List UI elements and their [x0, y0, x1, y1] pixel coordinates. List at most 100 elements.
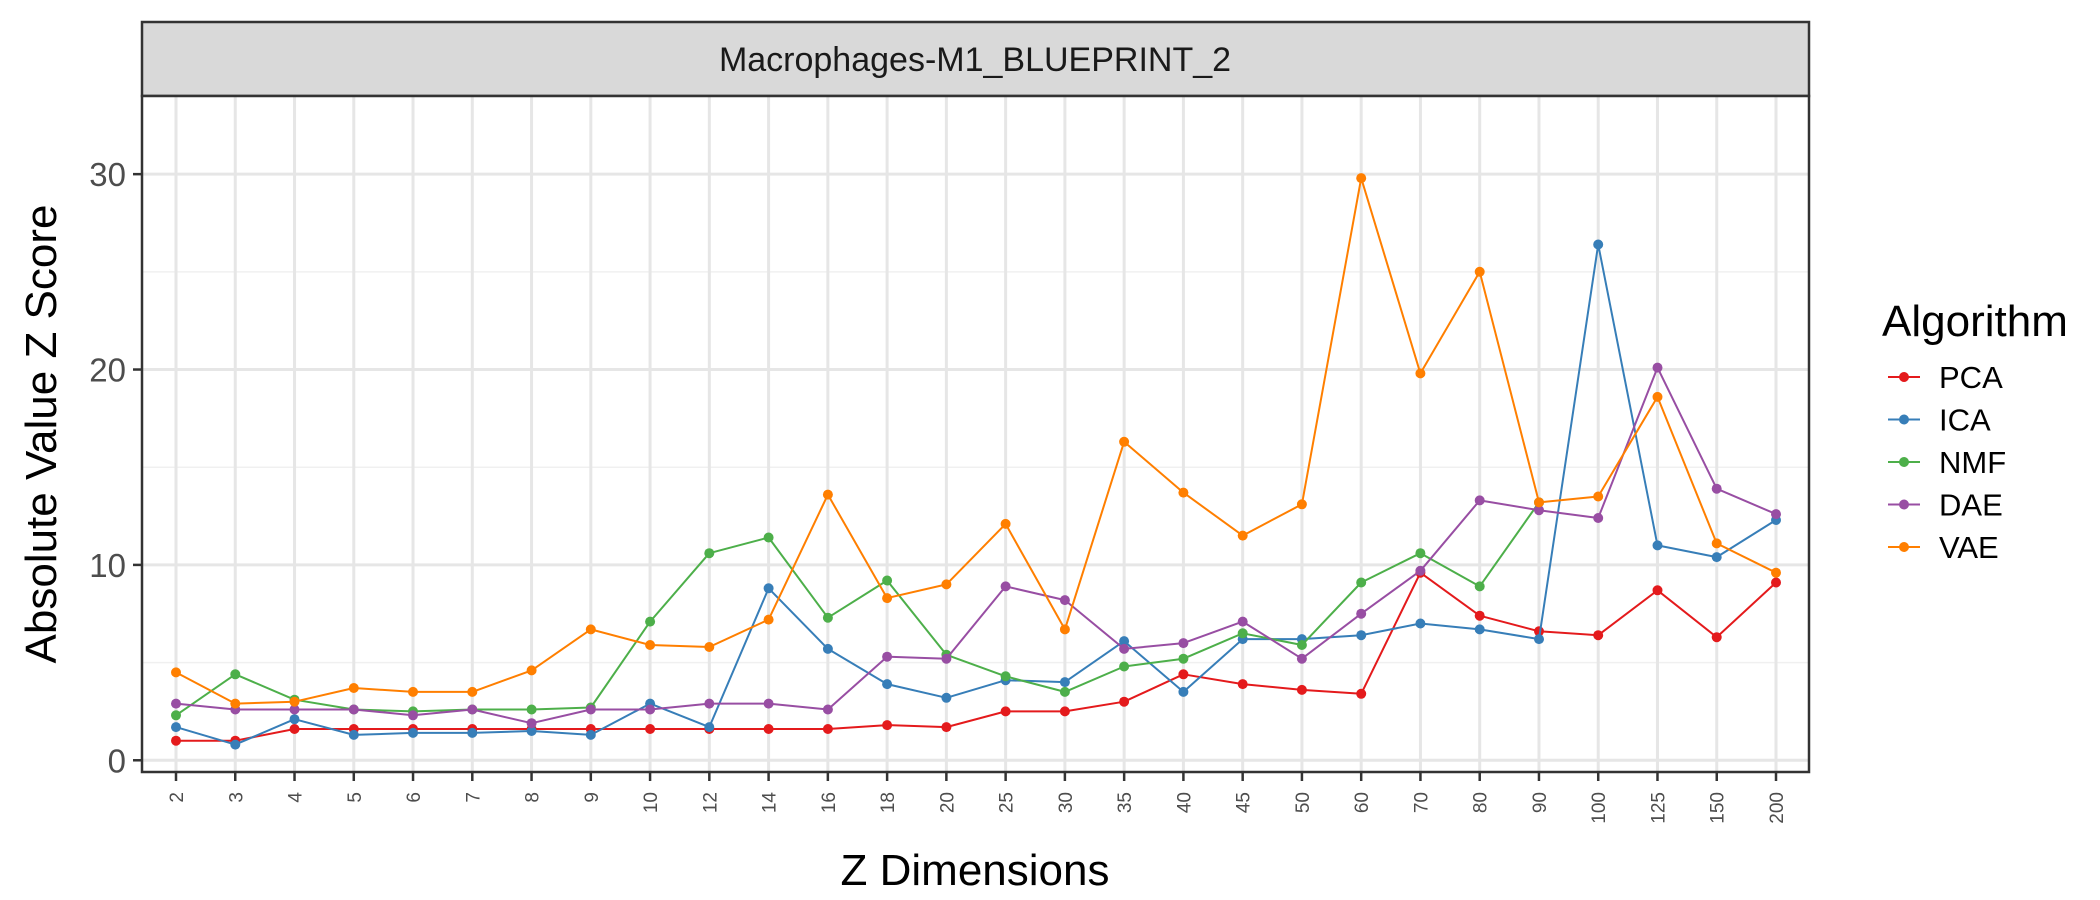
data-point-pca [289, 724, 300, 734]
legend-item-ica: ICA [1888, 403, 1991, 438]
data-point-vae [1119, 436, 1130, 447]
legend-label: PCA [1939, 360, 2003, 395]
data-point-ica [348, 729, 359, 740]
data-point-pca [1237, 679, 1248, 690]
legend-key-point [1899, 457, 1909, 467]
data-point-nmf [1119, 661, 1130, 672]
data-point-nmf [1059, 686, 1070, 697]
data-point-vae [1237, 530, 1248, 541]
data-point-vae [1474, 266, 1485, 277]
legend-item-pca: PCA [1888, 360, 2003, 395]
data-point-nmf [1415, 548, 1426, 559]
data-point-dae [1652, 362, 1663, 373]
x-axis-title: Z Dimensions [841, 846, 1110, 895]
data-point-dae [348, 704, 359, 715]
y-tick-label: 20 [89, 352, 126, 389]
legend-key-point [1899, 414, 1909, 425]
data-point-vae [1711, 538, 1722, 549]
data-point-dae [704, 698, 715, 709]
x-tick-label: 100 [1589, 792, 1610, 824]
data-point-dae [1059, 595, 1070, 606]
series-ica [171, 239, 1781, 750]
y-tick-label: 10 [89, 547, 126, 584]
data-point-dae [526, 718, 537, 729]
data-point-ica [467, 727, 478, 738]
data-point-pca [1711, 632, 1722, 643]
data-point-vae [1000, 518, 1011, 529]
data-point-nmf [822, 612, 833, 623]
y-tick-label: 30 [89, 156, 126, 193]
y-tick-label: 0 [108, 742, 126, 779]
data-point-ica [1474, 624, 1485, 635]
data-point-ica [408, 727, 418, 738]
data-point-nmf [763, 532, 774, 543]
data-point-dae [1237, 616, 1248, 627]
x-tick-label: 70 [1411, 792, 1432, 813]
x-tick-label: 7 [463, 792, 484, 803]
data-point-ica [1356, 630, 1367, 641]
data-point-pca [882, 720, 893, 731]
data-point-pca [1296, 684, 1307, 695]
data-point-ica [289, 714, 300, 725]
data-point-pca [1593, 630, 1604, 641]
data-point-vae [1415, 368, 1426, 379]
legend-item-nmf: NMF [1888, 445, 2006, 480]
x-tick-label: 200 [1767, 792, 1788, 824]
data-point-pca [822, 724, 833, 734]
data-point-ica [882, 679, 893, 690]
x-tick-label: 150 [1708, 792, 1729, 824]
legend-label: ICA [1939, 403, 1991, 438]
data-point-ica [1534, 634, 1544, 645]
series-line-nmf [175, 501, 1540, 717]
data-point-nmf [171, 710, 181, 721]
data-point-nmf [1296, 640, 1307, 650]
data-point-dae [822, 704, 833, 715]
data-point-nmf [1356, 577, 1367, 588]
x-tick-label: 18 [878, 792, 899, 813]
gridlines [142, 96, 1809, 772]
data-point-ica [526, 726, 537, 736]
legend-title: Algorithm [1882, 297, 2068, 346]
data-point-nmf [704, 548, 715, 559]
x-tick-label: 90 [1530, 792, 1551, 813]
x-tick-label: 6 [404, 792, 425, 803]
data-point-vae [1534, 497, 1544, 508]
data-point-dae [1415, 565, 1426, 576]
series-vae [171, 173, 1781, 709]
x-tick-label: 25 [997, 792, 1018, 813]
legend-label: VAE [1939, 530, 1999, 565]
x-tick-label: 45 [1234, 792, 1255, 813]
y-axis-title: Absolute Value Z Score [17, 205, 66, 664]
data-point-vae [1178, 487, 1189, 498]
data-point-dae [763, 698, 774, 709]
data-point-vae [289, 696, 300, 707]
data-point-nmf [882, 575, 893, 586]
x-tick-label: 20 [937, 792, 958, 813]
x-tick-label: 40 [1174, 792, 1195, 813]
data-point-pca [1059, 706, 1070, 717]
data-point-vae [1652, 391, 1663, 402]
series-line-pca [176, 571, 1777, 742]
data-point-pca [1652, 585, 1663, 596]
data-point-ica [763, 583, 774, 594]
data-point-vae [1059, 624, 1070, 635]
data-point-dae [1771, 509, 1781, 520]
data-point-pca [1119, 696, 1130, 707]
data-point-dae [585, 704, 596, 715]
data-point-nmf [1237, 628, 1248, 639]
data-point-vae [1356, 173, 1367, 184]
data-point-ica [1059, 677, 1070, 688]
data-point-ica [1415, 618, 1426, 629]
data-point-nmf [230, 669, 241, 680]
data-point-ica [1593, 239, 1604, 250]
legend: PCA ICA NMF DAE VAE [1888, 360, 2006, 565]
data-point-dae [408, 710, 418, 721]
data-point-vae [822, 489, 833, 500]
data-point-nmf [1474, 581, 1485, 592]
legend-label: NMF [1939, 445, 2006, 480]
data-point-dae [289, 704, 300, 715]
series-layer [171, 173, 1781, 750]
legend-item-dae: DAE [1888, 488, 2003, 523]
legend-key-point [1899, 372, 1909, 382]
